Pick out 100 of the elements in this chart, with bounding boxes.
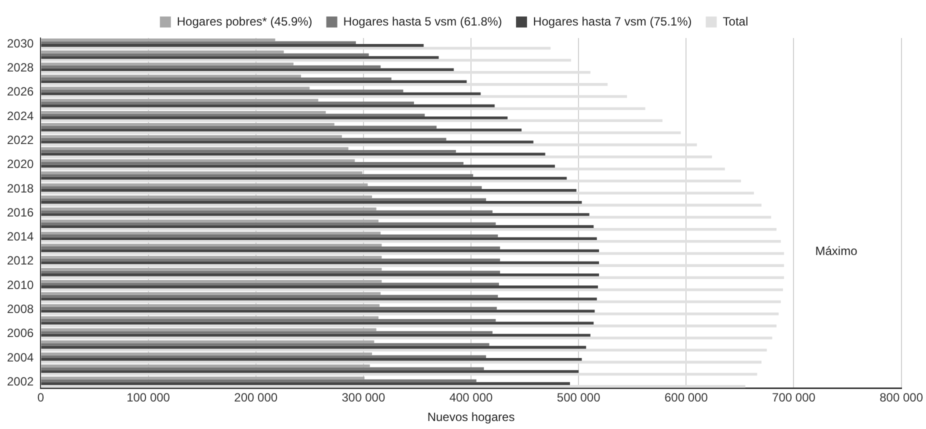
bar bbox=[41, 208, 376, 210]
bar bbox=[41, 328, 376, 332]
bar bbox=[41, 360, 762, 364]
bar bbox=[41, 204, 762, 207]
bar bbox=[41, 168, 725, 170]
bar bbox=[41, 384, 746, 388]
bar bbox=[41, 210, 493, 214]
x-axis-title: Nuevos hogares bbox=[427, 410, 515, 424]
x-tick-label: 200 000 bbox=[234, 390, 278, 405]
bar bbox=[41, 355, 486, 358]
bar bbox=[41, 123, 334, 126]
bar bbox=[41, 86, 310, 90]
bar bbox=[41, 256, 382, 259]
bar bbox=[41, 65, 381, 68]
bar bbox=[41, 382, 570, 385]
bar bbox=[41, 156, 712, 158]
x-tick-label: 400 000 bbox=[449, 390, 494, 405]
bar bbox=[41, 234, 498, 238]
y-tick-label: 2010 bbox=[6, 278, 34, 292]
bar bbox=[41, 128, 522, 132]
bar bbox=[41, 44, 424, 47]
bar bbox=[41, 143, 697, 146]
bar bbox=[41, 46, 551, 50]
bar bbox=[41, 282, 499, 286]
bar bbox=[41, 102, 414, 104]
bar bbox=[41, 114, 425, 116]
bar bbox=[41, 126, 437, 129]
bar bbox=[41, 135, 342, 138]
bar bbox=[41, 164, 555, 168]
bar bbox=[41, 261, 600, 264]
bar bbox=[41, 92, 481, 96]
bar bbox=[41, 334, 590, 337]
y-tick-label: 2016 bbox=[6, 205, 34, 220]
bar bbox=[41, 364, 370, 368]
bar bbox=[41, 346, 586, 349]
bar bbox=[41, 240, 781, 243]
bar bbox=[41, 225, 594, 228]
bar bbox=[41, 98, 318, 102]
y-tick-label: 2030 bbox=[6, 36, 34, 50]
bar bbox=[41, 316, 378, 320]
bar bbox=[41, 62, 294, 66]
legend-label: Hogares hasta 7 vsm (75.1%) bbox=[533, 14, 692, 28]
bar bbox=[41, 147, 348, 150]
bar bbox=[41, 246, 500, 250]
bar bbox=[41, 370, 579, 373]
bar bbox=[41, 322, 594, 325]
bar bbox=[41, 310, 595, 312]
bar bbox=[41, 379, 476, 382]
bar bbox=[41, 38, 276, 42]
bar bbox=[41, 222, 496, 226]
y-tick-label: 2012 bbox=[6, 254, 34, 268]
bar bbox=[41, 319, 496, 322]
bar bbox=[41, 367, 484, 370]
x-tick-label: 100 000 bbox=[126, 390, 170, 405]
legend-label: Hogares hasta 5 vsm (61.8%) bbox=[343, 14, 502, 28]
bar bbox=[41, 216, 772, 219]
bar bbox=[41, 276, 784, 280]
x-tick-label: 600 000 bbox=[664, 390, 708, 405]
bar bbox=[41, 70, 590, 74]
bar bbox=[41, 140, 534, 144]
x-tick-label: 0 bbox=[37, 390, 44, 405]
x-tick-label: 800 000 bbox=[880, 390, 924, 405]
y-tick-label: 2028 bbox=[6, 60, 34, 74]
bar bbox=[41, 292, 381, 295]
bar bbox=[41, 110, 326, 114]
bar bbox=[41, 324, 777, 328]
annotation: Máximo bbox=[815, 244, 858, 258]
bar bbox=[41, 273, 600, 276]
bar bbox=[41, 232, 381, 234]
bar bbox=[41, 336, 772, 340]
x-tick-label: 300 000 bbox=[342, 390, 386, 405]
bar bbox=[41, 213, 590, 216]
bar bbox=[41, 252, 784, 255]
bar bbox=[41, 90, 404, 92]
bar bbox=[41, 249, 600, 252]
bar bbox=[41, 228, 777, 231]
bar bbox=[41, 340, 374, 344]
bar bbox=[41, 195, 372, 198]
bar bbox=[41, 150, 456, 153]
bar bbox=[41, 300, 781, 304]
y-tick-label: 2024 bbox=[6, 108, 34, 123]
y-tick-label: 2020 bbox=[6, 157, 34, 172]
bar bbox=[41, 188, 576, 192]
bar bbox=[41, 298, 597, 300]
bar bbox=[41, 116, 508, 120]
bar bbox=[41, 198, 486, 202]
bar bbox=[41, 83, 608, 86]
bar bbox=[41, 372, 758, 376]
bar bbox=[41, 186, 482, 189]
bar bbox=[41, 174, 474, 177]
bar bbox=[41, 288, 783, 292]
bar bbox=[41, 268, 382, 271]
bar bbox=[41, 192, 754, 195]
bar bbox=[41, 358, 582, 361]
bar bbox=[41, 77, 392, 80]
bar bbox=[41, 220, 378, 222]
y-tick-label: 2006 bbox=[6, 326, 34, 340]
bar bbox=[41, 74, 302, 78]
bar bbox=[41, 56, 439, 59]
y-tick-label: 2004 bbox=[6, 350, 34, 364]
